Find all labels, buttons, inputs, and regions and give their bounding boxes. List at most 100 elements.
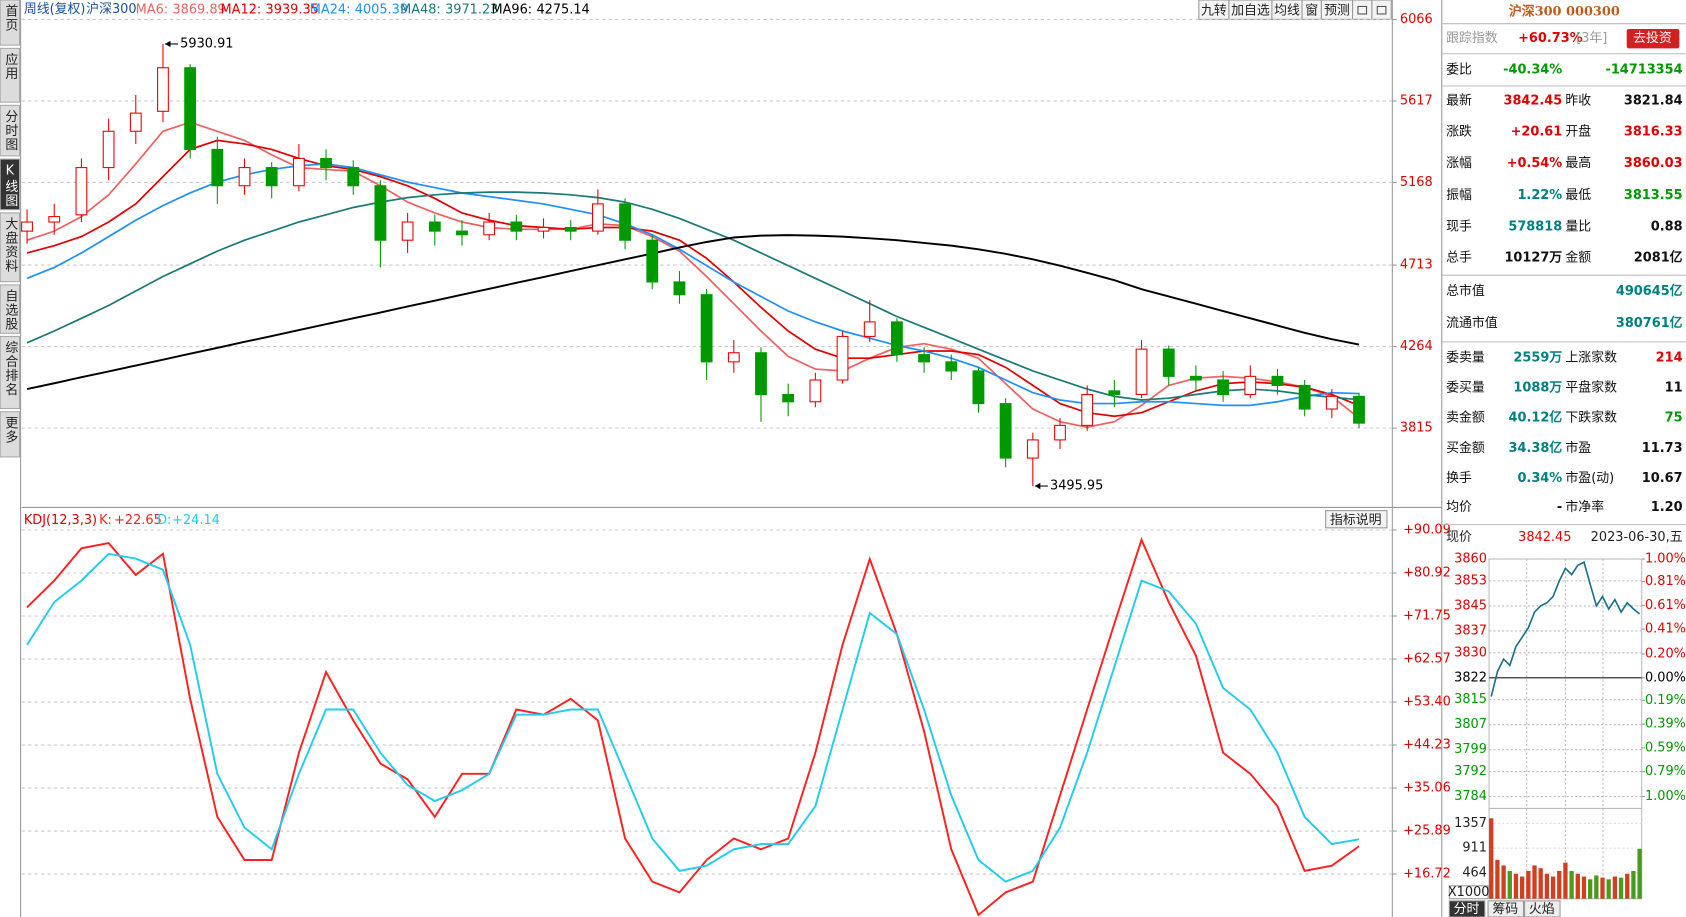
candle-body <box>809 379 822 403</box>
sidebar-label[interactable]: 分时图 <box>2 110 17 152</box>
candle-body <box>999 403 1012 459</box>
candle-body <box>972 370 985 405</box>
quote-date: 2023-06-30,五 <box>1591 530 1683 545</box>
candle-body <box>1162 348 1175 377</box>
sidebar-tab[interactable] <box>0 411 21 458</box>
sidebar-label[interactable]: 综合排名 <box>2 341 17 397</box>
chart-title: 周线(复权) <box>24 1 86 17</box>
row-value: 578818 <box>1508 219 1562 234</box>
toolbar-label[interactable]: 预测 <box>1324 3 1350 18</box>
toolbar-label[interactable]: 加自选 <box>1231 3 1270 18</box>
toolbar-label[interactable]: 均线 <box>1274 3 1300 18</box>
legend-name: K: <box>99 513 112 528</box>
row-value: 11 <box>1665 381 1683 396</box>
indicator-button[interactable] <box>1325 510 1388 529</box>
candle-body <box>1081 393 1094 426</box>
price-line <box>1490 560 1641 697</box>
legend-name: MA12: <box>221 2 262 17</box>
row-label: 流通市值 <box>1446 315 1498 331</box>
row-value: 3816.33 <box>1624 125 1683 140</box>
row-label: 市净率 <box>1565 499 1604 515</box>
bottom-tab-label[interactable]: 火焰 <box>1529 902 1555 917</box>
lock-glyph <box>1357 5 1368 15</box>
y-tick-label: 3860 <box>1454 552 1487 567</box>
toolbar-icon[interactable] <box>1352 0 1373 20</box>
row-value: 0.34% <box>1517 471 1562 486</box>
y-tick-label: 5617 <box>1400 93 1433 108</box>
sidebar-label[interactable]: 首页 <box>2 4 17 32</box>
sidebar-tab[interactable] <box>0 158 21 211</box>
y-tick-label: +35.06 <box>1403 781 1451 796</box>
sidebar-label[interactable]: 自选股 <box>2 289 17 331</box>
y2-tick-label: 0.59% <box>1645 740 1686 755</box>
row-value: 3821.84 <box>1624 94 1683 109</box>
sidebar-label[interactable]: 大盘资料 <box>2 217 17 273</box>
row-value: 1.22% <box>1517 188 1562 203</box>
candle-body <box>75 167 88 216</box>
row-value: 1.20 <box>1651 500 1683 515</box>
toolbar-label[interactable]: 九转 <box>1201 3 1227 18</box>
volume-bar <box>1631 870 1636 899</box>
candle-body <box>673 281 686 296</box>
candle-body <box>510 221 523 232</box>
legend-name: D: <box>157 513 171 528</box>
y2-tick-label: 0.19% <box>1645 693 1686 708</box>
candle-body <box>157 67 169 112</box>
volume-tick-label: 1357 <box>1454 816 1487 831</box>
sidebar-tab[interactable] <box>0 284 21 334</box>
sidebar-label[interactable]: 更多 <box>2 416 17 444</box>
y2-tick-label: 0.00% <box>1645 670 1686 685</box>
row-label: 卖金额 <box>1446 410 1485 426</box>
legend-value: 3971.23 <box>445 2 498 17</box>
toolbar-label[interactable]: 窗 <box>1305 2 1318 18</box>
row-value: 34.38亿 <box>1509 440 1563 456</box>
candle-body <box>945 361 958 372</box>
row-label: 委买量 <box>1446 381 1485 396</box>
sidebar-label[interactable]: K线图 <box>2 163 17 207</box>
invest-button-label[interactable]: 去投资 <box>1633 30 1672 46</box>
candle-body <box>292 157 305 187</box>
candle-body <box>1026 439 1039 459</box>
y2-tick-label: 0.79% <box>1645 764 1686 779</box>
candle-body <box>1298 384 1311 410</box>
volume-bar <box>1495 859 1500 899</box>
sidebar-tab[interactable] <box>0 335 21 410</box>
candle-body <box>537 226 550 232</box>
row-label: 最高 <box>1565 155 1591 171</box>
candle-body <box>374 185 387 241</box>
row-label: 均价 <box>1446 500 1472 515</box>
bottom-tab-label[interactable]: 分时 <box>1454 902 1480 917</box>
volume-bar <box>1625 873 1630 899</box>
row-value: 380761亿 <box>1616 315 1683 331</box>
row-label: 下跌家数 <box>1565 410 1617 426</box>
toolbar-icon[interactable] <box>1371 0 1392 20</box>
volume-bar <box>1594 875 1599 899</box>
volume-bar <box>1538 868 1543 899</box>
row-label: 市盈(动) <box>1565 470 1614 486</box>
sidebar-tab[interactable] <box>0 212 21 283</box>
row-label: 买金额 <box>1446 440 1485 456</box>
row-value: 10127万 <box>1504 251 1562 266</box>
extreme-label: 5930.91 <box>180 36 233 51</box>
row-value: +20.61 <box>1511 125 1563 140</box>
candle-body <box>564 226 577 232</box>
invest-button[interactable] <box>1626 29 1680 49</box>
candle-body <box>1244 375 1257 396</box>
sidebar-tab[interactable] <box>0 104 21 157</box>
sidebar-tab[interactable] <box>0 47 21 103</box>
sidebar-label[interactable]: 应用 <box>2 52 17 81</box>
bottom-tab-label[interactable]: 筹码 <box>1492 901 1518 917</box>
candle-body <box>1054 424 1066 441</box>
y-tick-label: +44.23 <box>1403 738 1451 753</box>
candle-body <box>184 67 197 150</box>
sidebar-tab[interactable] <box>0 0 21 46</box>
legend-name: MA24: <box>310 2 351 17</box>
row-label: 现手 <box>1446 219 1472 234</box>
candle-body <box>646 239 659 283</box>
volume-bar <box>1519 876 1525 899</box>
volume-bar <box>1569 870 1574 899</box>
candle-body <box>619 203 631 241</box>
indicator-button-label[interactable]: 指标说明 <box>1330 513 1382 528</box>
